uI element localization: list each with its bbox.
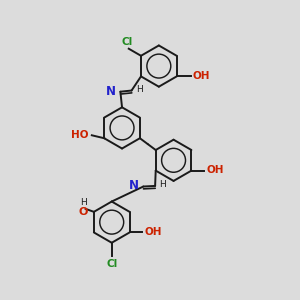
Text: OH: OH: [206, 165, 224, 175]
Text: H: H: [80, 197, 87, 206]
Text: HO: HO: [71, 130, 89, 140]
Text: O: O: [79, 207, 88, 217]
Text: H: H: [159, 180, 166, 189]
Text: OH: OH: [193, 70, 210, 80]
Text: Cl: Cl: [106, 259, 117, 269]
Text: OH: OH: [144, 226, 162, 237]
Text: H: H: [136, 85, 142, 94]
Text: N: N: [106, 85, 116, 98]
Text: Cl: Cl: [121, 37, 133, 47]
Text: N: N: [129, 179, 139, 192]
